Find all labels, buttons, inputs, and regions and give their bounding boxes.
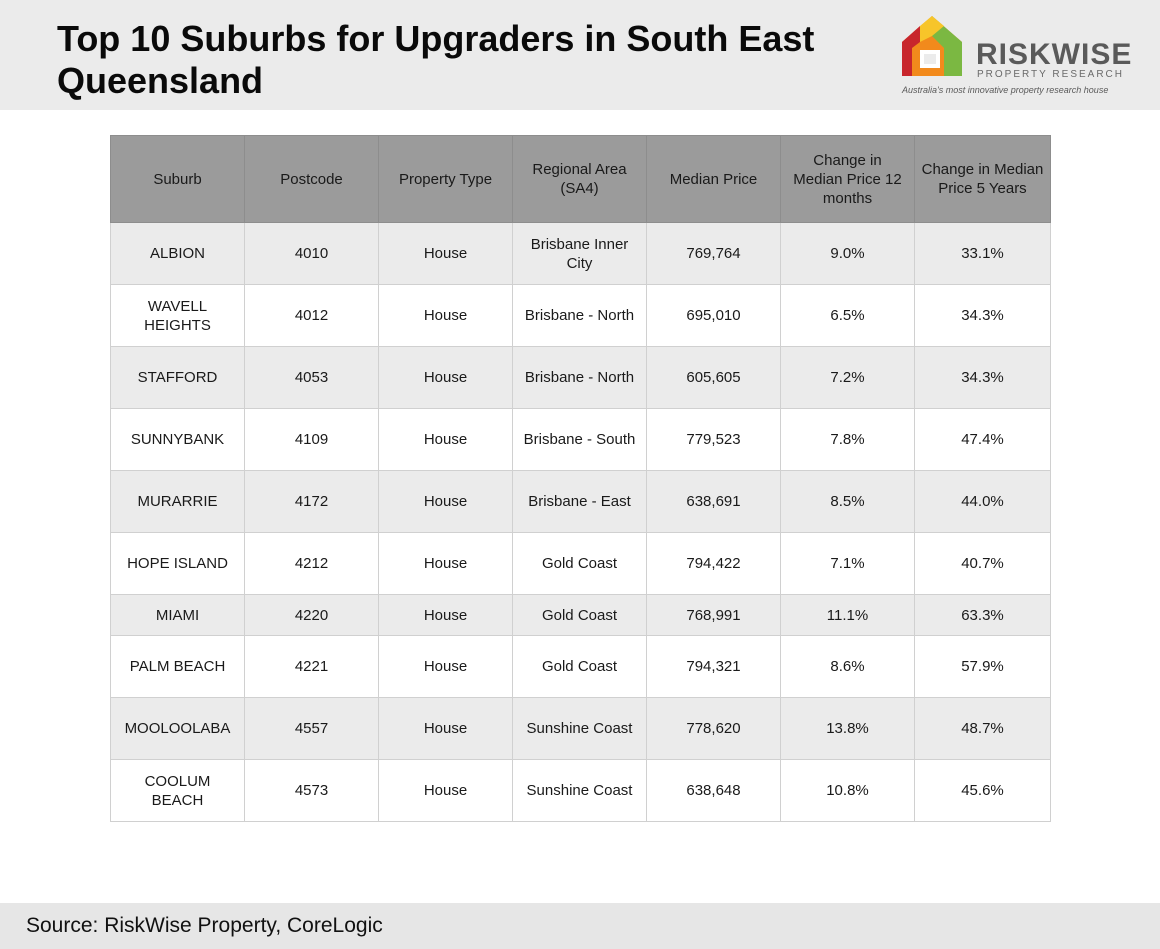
table-cell: 48.7% xyxy=(914,697,1051,760)
column-header: Change in Median Price 12 months xyxy=(780,135,915,223)
table-cell: MIAMI xyxy=(110,594,245,636)
table-cell: 4012 xyxy=(244,284,379,347)
table-cell: 45.6% xyxy=(914,759,1051,822)
table-cell: SUNNYBANK xyxy=(110,408,245,471)
table-cell: Brisbane - North xyxy=(512,346,647,409)
table-cell: 57.9% xyxy=(914,635,1051,698)
table-row: MOOLOOLABA 4557 House Sunshine Coast 778,620… xyxy=(110,697,1051,760)
table-row: MURARRIE 4172 House Brisbane - East 638,691 8… xyxy=(110,470,1051,533)
table-cell: WAVELL HEIGHTS xyxy=(110,284,245,347)
table-cell: PALM BEACH xyxy=(110,635,245,698)
table-cell: 4557 xyxy=(244,697,379,760)
riskwise-logo: RISKWISE PROPERTY RESEARCH Australia's m… xyxy=(898,14,1138,100)
table-cell: 638,648 xyxy=(646,759,781,822)
table-cell: HOPE ISLAND xyxy=(110,532,245,595)
table-cell: House xyxy=(378,635,513,698)
table-cell: 7.2% xyxy=(780,346,915,409)
table-cell: 8.5% xyxy=(780,470,915,533)
footer-band: Source: RiskWise Property, CoreLogic xyxy=(0,903,1160,949)
table-cell: Sunshine Coast xyxy=(512,759,647,822)
table-cell: 40.7% xyxy=(914,532,1051,595)
table-body: ALBION 4010 House Brisbane Inner City 769,76… xyxy=(110,222,1051,822)
house-logo-icon xyxy=(902,16,962,76)
column-header: Change in Median Price 5 Years xyxy=(914,135,1051,223)
table-row: PALM BEACH 4221 House Gold Coast 794,321 8.6%… xyxy=(110,635,1051,698)
table-cell: 63.3% xyxy=(914,594,1051,636)
table-cell: 34.3% xyxy=(914,346,1051,409)
suburbs-table: Suburb Postcode Property Type Regional Area… xyxy=(110,135,1051,822)
table-row: MIAMI 4220 House Gold Coast 768,991 11.1% 63.3… xyxy=(110,594,1051,636)
table-row: ALBION 4010 House Brisbane Inner City 769,76… xyxy=(110,222,1051,285)
column-header: Regional Area (SA4) xyxy=(512,135,647,223)
table-cell: 4221 xyxy=(244,635,379,698)
table-cell: 8.6% xyxy=(780,635,915,698)
source-note: Source: RiskWise Property, CoreLogic xyxy=(26,914,383,937)
table-row: STAFFORD 4053 House Brisbane - North 605,605… xyxy=(110,346,1051,409)
table-row: WAVELL HEIGHTS 4012 House Brisbane - North 6… xyxy=(110,284,1051,347)
table-cell: 4573 xyxy=(244,759,379,822)
column-header: Suburb xyxy=(110,135,245,223)
column-header: Property Type xyxy=(378,135,513,223)
table-cell: Brisbane - North xyxy=(512,284,647,347)
logo-tagline: Australia's most innovative property res… xyxy=(902,85,1109,95)
table-cell: 47.4% xyxy=(914,408,1051,471)
table-cell: 4172 xyxy=(244,470,379,533)
table-cell: 13.8% xyxy=(780,697,915,760)
table-cell: House xyxy=(378,222,513,285)
table-cell: 4212 xyxy=(244,532,379,595)
page-title: Top 10 Suburbs for Upgraders in South Ea… xyxy=(57,18,815,101)
table-cell: Sunshine Coast xyxy=(512,697,647,760)
table-cell: Brisbane - East xyxy=(512,470,647,533)
table-row: HOPE ISLAND 4212 House Gold Coast 794,422 7.1… xyxy=(110,532,1051,595)
table-cell: 794,422 xyxy=(646,532,781,595)
table-cell: 33.1% xyxy=(914,222,1051,285)
table-cell: Gold Coast xyxy=(512,635,647,698)
table-cell: House xyxy=(378,759,513,822)
table-cell: 9.0% xyxy=(780,222,915,285)
table-cell: 778,620 xyxy=(646,697,781,760)
table-cell: Brisbane - South xyxy=(512,408,647,471)
table-cell: 794,321 xyxy=(646,635,781,698)
table-cell: House xyxy=(378,532,513,595)
table-cell: House xyxy=(378,470,513,533)
table-cell: 7.8% xyxy=(780,408,915,471)
table-header-row: Suburb Postcode Property Type Regional Area… xyxy=(110,135,1051,223)
table-cell: Brisbane Inner City xyxy=(512,222,647,285)
column-header: Postcode xyxy=(244,135,379,223)
logo-name: RISKWISE xyxy=(976,38,1133,71)
table-cell: House xyxy=(378,697,513,760)
table-cell: STAFFORD xyxy=(110,346,245,409)
table-cell: COOLUM BEACH xyxy=(110,759,245,822)
logo-subtitle: PROPERTY RESEARCH xyxy=(977,69,1124,80)
table-cell: 6.5% xyxy=(780,284,915,347)
table-cell: House xyxy=(378,594,513,636)
table-cell: House xyxy=(378,408,513,471)
table-cell: 4010 xyxy=(244,222,379,285)
table-cell: 4109 xyxy=(244,408,379,471)
header-band: Top 10 Suburbs for Upgraders in South Ea… xyxy=(0,0,1160,110)
table-cell: 638,691 xyxy=(646,470,781,533)
table-cell: 4220 xyxy=(244,594,379,636)
table-cell: 10.8% xyxy=(780,759,915,822)
table-cell: 11.1% xyxy=(780,594,915,636)
table-cell: 695,010 xyxy=(646,284,781,347)
table-row: COOLUM BEACH 4573 House Sunshine Coast 638,6… xyxy=(110,759,1051,822)
table-cell: 769,764 xyxy=(646,222,781,285)
table-cell: 34.3% xyxy=(914,284,1051,347)
table-cell: Gold Coast xyxy=(512,532,647,595)
table-cell: 7.1% xyxy=(780,532,915,595)
table-cell: 44.0% xyxy=(914,470,1051,533)
table-cell: 605,605 xyxy=(646,346,781,409)
table-cell: House xyxy=(378,284,513,347)
table-cell: 779,523 xyxy=(646,408,781,471)
column-header: Median Price xyxy=(646,135,781,223)
table-cell: MURARRIE xyxy=(110,470,245,533)
table-cell: 4053 xyxy=(244,346,379,409)
table-cell: Gold Coast xyxy=(512,594,647,636)
table-cell: House xyxy=(378,346,513,409)
table-cell: 768,991 xyxy=(646,594,781,636)
table-cell: MOOLOOLABA xyxy=(110,697,245,760)
table-cell: ALBION xyxy=(110,222,245,285)
table-row: SUNNYBANK 4109 House Brisbane - South 779,52… xyxy=(110,408,1051,471)
